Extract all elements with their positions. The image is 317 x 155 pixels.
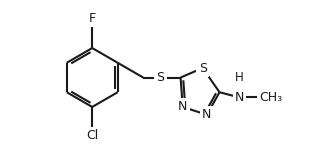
Text: H: H [235,71,244,84]
Text: Cl: Cl [86,129,98,142]
Text: Cl: Cl [86,129,98,142]
Text: N: N [235,91,244,104]
Text: F: F [89,12,96,25]
Text: CH₃: CH₃ [260,91,283,104]
Text: N: N [178,100,187,113]
Text: N: N [202,108,211,121]
Text: S: S [199,62,207,75]
Text: N: N [202,108,211,121]
Text: N: N [235,91,244,104]
Text: H: H [235,71,244,84]
Text: S: S [199,62,207,75]
Text: S: S [157,71,165,84]
Text: N: N [178,100,187,113]
Text: F: F [89,12,96,25]
Text: S: S [157,71,165,84]
Text: CH₃: CH₃ [260,91,283,104]
